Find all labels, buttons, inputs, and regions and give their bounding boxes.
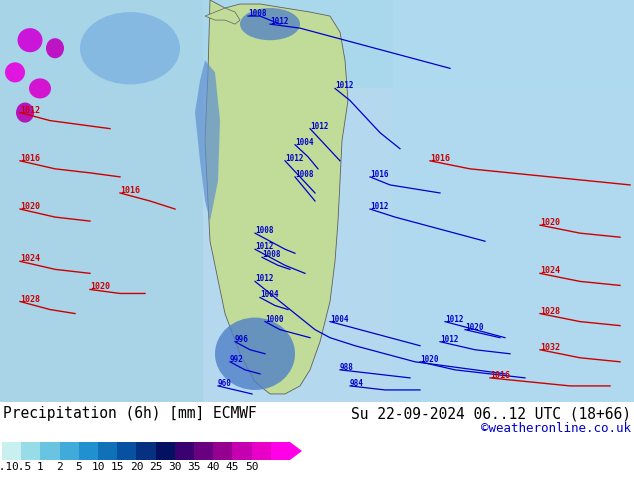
Bar (233, 442, 252, 460)
Bar (21, 442, 41, 460)
Text: 1016: 1016 (430, 154, 450, 163)
Text: ©weatheronline.co.uk: ©weatheronline.co.uk (481, 422, 631, 435)
Text: 1: 1 (37, 462, 44, 472)
Polygon shape (205, 0, 348, 394)
Text: Precipitation (6h) [mm] ECMWF: Precipitation (6h) [mm] ECMWF (3, 406, 257, 421)
Text: 1016: 1016 (370, 170, 389, 179)
Text: 45: 45 (226, 462, 239, 472)
Text: 1028: 1028 (540, 307, 560, 316)
Text: Su 22-09-2024 06..12 UTC (18+66): Su 22-09-2024 06..12 UTC (18+66) (351, 406, 631, 421)
Text: 10: 10 (91, 462, 105, 472)
Text: 50: 50 (245, 462, 258, 472)
Text: 1004: 1004 (260, 291, 278, 299)
Bar (98, 442, 117, 460)
Ellipse shape (46, 38, 64, 58)
Ellipse shape (29, 78, 51, 98)
Bar (194, 442, 213, 460)
Text: 988: 988 (340, 363, 354, 372)
Text: 984: 984 (350, 379, 364, 388)
Text: 1016: 1016 (120, 186, 140, 195)
Text: 1020: 1020 (465, 322, 484, 332)
Polygon shape (290, 442, 302, 460)
Text: 1012: 1012 (310, 122, 328, 131)
Polygon shape (195, 60, 220, 221)
Text: 1012: 1012 (255, 242, 273, 251)
Text: 1016: 1016 (20, 154, 40, 163)
Text: 1012: 1012 (285, 154, 304, 163)
Ellipse shape (240, 8, 300, 40)
Text: 35: 35 (187, 462, 201, 472)
Text: 1012: 1012 (255, 274, 273, 283)
Text: 1016: 1016 (490, 371, 510, 380)
Bar (79, 442, 98, 460)
Text: 996: 996 (235, 335, 249, 343)
Bar (136, 442, 155, 460)
Text: 25: 25 (149, 462, 162, 472)
Ellipse shape (5, 62, 25, 82)
Text: 1020: 1020 (540, 218, 560, 227)
Polygon shape (205, 8, 240, 24)
Text: 1020: 1020 (90, 282, 110, 292)
Text: 1008: 1008 (295, 170, 313, 179)
Bar (213, 442, 233, 460)
Text: 1012: 1012 (440, 335, 458, 343)
Ellipse shape (16, 102, 34, 122)
Text: 20: 20 (129, 462, 143, 472)
Bar (2, 442, 21, 460)
Text: 1012: 1012 (335, 81, 354, 91)
Text: 1012: 1012 (370, 202, 389, 211)
Ellipse shape (18, 28, 42, 52)
Text: 1012: 1012 (20, 105, 40, 115)
Bar (0, 0, 203, 402)
Text: 1032: 1032 (540, 343, 560, 352)
Text: 30: 30 (168, 462, 181, 472)
Text: 1028: 1028 (20, 294, 40, 303)
Text: 1004: 1004 (330, 315, 349, 323)
Text: 0.1: 0.1 (0, 462, 12, 472)
Text: 992: 992 (230, 355, 244, 364)
Ellipse shape (80, 12, 180, 84)
Text: 15: 15 (110, 462, 124, 472)
Bar (393, 0, 634, 402)
Bar (252, 442, 271, 460)
Text: 2: 2 (56, 462, 63, 472)
Text: 1000: 1000 (265, 315, 283, 323)
Text: 1012: 1012 (445, 315, 463, 323)
Text: 1008: 1008 (248, 9, 266, 18)
Text: 5: 5 (75, 462, 82, 472)
Text: 1024: 1024 (540, 267, 560, 275)
Text: 40: 40 (207, 462, 220, 472)
Bar (0, 0, 634, 88)
Text: 0.5: 0.5 (11, 462, 31, 472)
Text: 1008: 1008 (262, 250, 280, 259)
Text: 1020: 1020 (420, 355, 439, 364)
Text: 1024: 1024 (20, 254, 40, 263)
Bar (175, 442, 194, 460)
Text: 1020: 1020 (20, 202, 40, 211)
Bar (117, 442, 136, 460)
Bar (41, 442, 60, 460)
Text: 1008: 1008 (255, 226, 273, 235)
Text: 1004: 1004 (295, 138, 313, 147)
Bar (271, 442, 290, 460)
Ellipse shape (215, 318, 295, 390)
Bar (60, 442, 79, 460)
Text: 1012: 1012 (270, 17, 288, 26)
Text: 960: 960 (218, 379, 232, 388)
Bar (155, 442, 175, 460)
